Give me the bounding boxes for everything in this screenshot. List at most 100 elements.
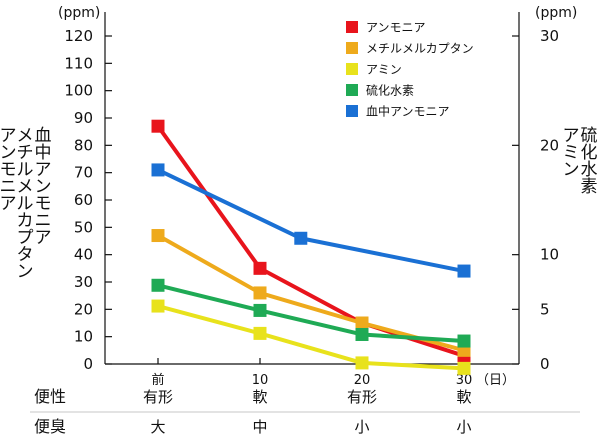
row-value: 軟 xyxy=(456,388,471,406)
series-marker xyxy=(151,278,165,292)
left-tick-label: 30 xyxy=(74,273,93,291)
left-tick-label: 80 xyxy=(74,136,93,154)
right-axis-title-char: ン xyxy=(563,160,580,180)
legend-swatch xyxy=(346,63,358,75)
right-tick-label: 10 xyxy=(540,246,559,264)
row-label: 便性 xyxy=(34,387,66,406)
series-marker xyxy=(253,261,267,275)
left-tick-label: 110 xyxy=(64,54,93,72)
left-axis-title-char: 血 xyxy=(35,126,52,146)
left-axis-title-char: ル xyxy=(17,194,34,214)
series-marker xyxy=(151,229,165,243)
series-marker xyxy=(355,316,369,330)
left-axis-unit: (ppm) xyxy=(58,5,100,21)
series-line xyxy=(157,233,465,353)
series-line xyxy=(157,168,465,274)
left-axis-title-char: 中 xyxy=(35,143,52,163)
row-label: 便臭 xyxy=(34,417,66,436)
series-marker xyxy=(253,286,267,300)
right-axis-title-char: 素 xyxy=(581,177,598,197)
right-axis-unit: (ppm) xyxy=(535,5,577,21)
left-tick-label: 100 xyxy=(64,82,93,100)
x-tick-label: 30 xyxy=(456,373,473,388)
right-tick-label: 20 xyxy=(540,136,559,154)
left-axis-title-char: ア xyxy=(0,194,17,214)
row-value: 有形 xyxy=(347,388,377,406)
left-tick-label: 90 xyxy=(74,109,93,127)
x-tick-label: 前 xyxy=(151,372,164,388)
left-axis-title-char: ン xyxy=(35,177,52,197)
left-axis-title-char: ア xyxy=(35,160,52,180)
left-tick-label: 50 xyxy=(74,218,93,236)
left-axis-title-char: ニ xyxy=(35,211,52,231)
series-line xyxy=(157,283,465,344)
right-tick-label: 30 xyxy=(540,27,559,45)
right-axis-title-char: 化 xyxy=(581,143,598,163)
left-axis-title-char: タ xyxy=(17,245,34,265)
legend-label: アンモニア xyxy=(366,21,426,35)
row-value: 小 xyxy=(354,418,369,436)
left-axis-title-char: チ xyxy=(17,143,34,163)
legend-swatch xyxy=(346,84,358,96)
left-tick-label: 10 xyxy=(74,328,93,346)
row-value: 中 xyxy=(252,418,267,436)
left-axis-title-char: カ xyxy=(17,211,34,231)
legend-label: メチルメルカプタン xyxy=(366,42,474,56)
left-tick-label: 0 xyxy=(83,355,93,373)
series-marker xyxy=(151,119,165,133)
x-axis-ticks: 前 10 20 30 （日） xyxy=(151,358,515,388)
left-axis-title-char: メ xyxy=(17,177,34,197)
left-axis-title-char: ン xyxy=(0,143,17,163)
series-marker xyxy=(253,303,267,317)
left-axis-title-char: モ xyxy=(0,160,17,180)
legend-label: アミン xyxy=(366,63,402,77)
right-tick-label: 0 xyxy=(540,355,550,373)
series-marker xyxy=(457,264,471,278)
row-value: 軟 xyxy=(252,388,267,406)
series-marker xyxy=(457,334,471,348)
row-value: 有形 xyxy=(143,388,173,406)
left-tick-label: 60 xyxy=(74,191,93,209)
row-value: 小 xyxy=(456,418,471,436)
right-axis-title-char: 水 xyxy=(581,160,598,180)
right-tick-label: 5 xyxy=(540,300,550,318)
left-axis-title-char: ン xyxy=(17,262,34,282)
legend-swatch xyxy=(346,105,358,117)
left-tick-label: 20 xyxy=(74,300,93,318)
left-axis-title-char: ル xyxy=(17,160,34,180)
series-marker xyxy=(457,361,471,375)
x-tick-label: 20 xyxy=(354,373,371,388)
left-axis-title-char: ア xyxy=(35,228,52,248)
row-value: 大 xyxy=(150,418,165,436)
x-day-unit: （日） xyxy=(476,373,515,388)
right-axis-title: 硫化水素 アミン xyxy=(563,126,598,197)
left-axis-title-char: プ xyxy=(17,228,34,248)
right-axis-title-char: 硫 xyxy=(581,126,598,146)
left-tick-label: 120 xyxy=(64,27,93,45)
series-marker xyxy=(151,299,165,313)
x-tick-label: 10 xyxy=(252,373,269,388)
legend-swatch xyxy=(346,21,358,33)
series-marker xyxy=(151,163,165,177)
left-axis-title-char: メ xyxy=(17,126,34,146)
legend-label: 血中アンモニア xyxy=(366,104,450,119)
left-axis-ticks: 0 10 20 30 40 50 60 70 80 90 100 110 120 xyxy=(64,27,112,373)
series-marker xyxy=(355,356,369,370)
series-line xyxy=(157,304,465,371)
left-axis-title-char: ニ xyxy=(0,177,17,197)
right-axis-title-char: ミ xyxy=(563,143,580,163)
category-rows: 便性 有形 軟 有形 軟便臭 大 中 小 小 xyxy=(30,387,580,436)
series-marker xyxy=(294,231,308,245)
series-layer xyxy=(151,119,471,375)
series-marker xyxy=(253,326,267,340)
legend-label: 硫化水素 xyxy=(366,83,414,98)
right-axis-title-char: ア xyxy=(563,126,580,146)
legend-swatch xyxy=(346,42,358,54)
right-axis-ticks: 0 5 10 20 30 xyxy=(512,27,559,373)
left-tick-label: 40 xyxy=(74,246,93,264)
series-marker xyxy=(355,327,369,341)
left-tick-label: 70 xyxy=(74,164,93,182)
